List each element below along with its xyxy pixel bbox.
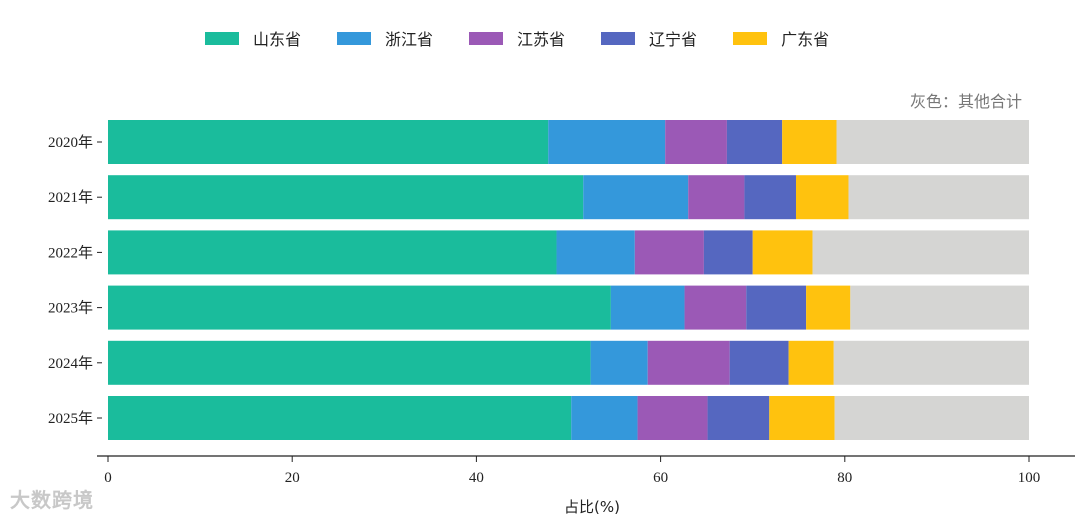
legend-label: 浙江省 — [385, 30, 434, 49]
legend-label: 山东省 — [253, 30, 302, 49]
bar-segment-0-4 — [782, 120, 837, 164]
bar-segment-5-1 — [571, 396, 638, 440]
y-tick-label: 2020年 — [48, 134, 93, 151]
bar-segment-4-1 — [590, 340, 648, 385]
x-axis: 0 20 40 60 80 100 — [97, 455, 1075, 486]
legend-item-3: 辽宁省 — [601, 26, 697, 50]
x-tick-label: 80 — [837, 470, 852, 486]
y-tick-label: 2021年 — [48, 189, 93, 206]
bar-segment-5-3 — [707, 396, 770, 440]
x-tick-label: 60 — [653, 470, 668, 486]
bar-segment-2-0 — [108, 230, 557, 275]
bar-segment-3-2 — [684, 285, 747, 330]
bar-segment-0-5 — [836, 120, 1029, 164]
legend-swatch — [337, 31, 372, 45]
bar-segment-1-0 — [108, 175, 584, 220]
x-axis-label: 占比(%) — [564, 498, 620, 516]
bar-segment-4-0 — [108, 340, 591, 385]
bar-segment-0-2 — [665, 120, 727, 164]
bar-segment-3-3 — [746, 285, 807, 330]
y-tick-label: 2022年 — [48, 244, 93, 261]
bar-segment-5-0 — [108, 396, 572, 440]
bar-segment-1-4 — [795, 175, 849, 220]
legend: 山东省 浙江省 江苏省 辽宁省 广东省 — [205, 25, 865, 51]
legend-label: 辽宁省 — [649, 30, 698, 49]
bar-segment-2-2 — [634, 230, 704, 275]
legend-item-1: 浙江省 — [337, 26, 433, 50]
bar-segment-3-0 — [108, 285, 611, 330]
legend-label: 广东省 — [781, 30, 830, 49]
x-tick-label: 20 — [285, 470, 300, 486]
bar-segment-3-5 — [850, 285, 1029, 330]
bars-group — [108, 120, 1029, 440]
bar-segment-2-1 — [556, 230, 635, 275]
bar-segment-2-5 — [812, 230, 1029, 275]
legend-swatch — [469, 31, 504, 45]
y-tick-label: 2025年 — [48, 410, 93, 427]
bar-segment-3-1 — [610, 285, 685, 330]
legend-swatch — [733, 31, 768, 45]
legend-swatch — [601, 31, 636, 45]
bar-segment-0-0 — [108, 120, 549, 164]
bar-segment-4-5 — [833, 340, 1029, 385]
bar-segment-2-3 — [703, 230, 753, 275]
bar-segment-5-2 — [637, 396, 708, 440]
legend-label: 江苏省 — [517, 30, 566, 49]
bar-segment-4-3 — [729, 340, 789, 385]
y-tick-label: 2023年 — [48, 300, 93, 317]
y-tick-label: 2024年 — [48, 355, 93, 372]
bar-segment-1-5 — [848, 175, 1029, 220]
x-tick-label: 40 — [469, 470, 484, 486]
bar-segment-4-2 — [647, 340, 730, 385]
bar-segment-0-1 — [548, 120, 666, 164]
legend-item-0: 山东省 — [205, 26, 301, 50]
bar-segment-5-4 — [769, 396, 835, 440]
watermark-logo: 大数跨境 — [10, 488, 94, 512]
legend-item-2: 江苏省 — [469, 26, 565, 50]
x-tick-label: 100 — [1018, 470, 1041, 486]
bar-segment-0-3 — [726, 120, 783, 164]
bar-segment-1-2 — [688, 175, 745, 220]
bar-segment-3-4 — [806, 285, 851, 330]
y-axis: 2020年 2021年 2022年 2023年 2024年 2025年 — [48, 134, 102, 427]
bar-segment-2-4 — [752, 230, 813, 275]
x-tick-label: 0 — [104, 470, 112, 486]
bar-segment-5-5 — [834, 396, 1029, 440]
gray-note: 灰色：其他合计 — [909, 92, 1022, 111]
bar-segment-1-3 — [744, 175, 796, 220]
legend-item-4: 广东省 — [733, 26, 829, 50]
legend-swatch — [205, 31, 239, 45]
bar-segment-1-1 — [583, 175, 689, 220]
bar-segment-4-4 — [788, 340, 834, 385]
